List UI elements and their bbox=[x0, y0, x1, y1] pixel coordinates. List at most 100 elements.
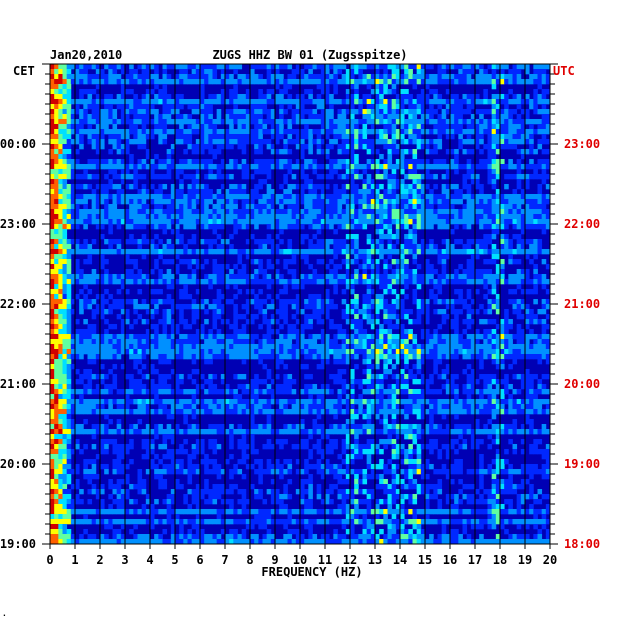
heatmap-cell bbox=[220, 129, 226, 135]
heatmap-cell bbox=[316, 149, 322, 155]
heatmap-cell bbox=[500, 329, 505, 335]
heatmap-cell bbox=[187, 114, 193, 120]
heatmap-cell bbox=[504, 344, 509, 350]
heatmap-cell bbox=[175, 104, 180, 110]
heatmap-cell bbox=[204, 184, 209, 190]
heatmap-cell bbox=[220, 249, 226, 255]
heatmap-cell bbox=[350, 164, 355, 170]
heatmap-cell bbox=[425, 139, 430, 145]
heatmap-cell bbox=[366, 174, 372, 180]
heatmap-cell bbox=[437, 289, 443, 295]
heatmap-cell bbox=[416, 274, 422, 280]
heatmap-cell bbox=[329, 204, 334, 210]
heatmap-cell bbox=[166, 309, 172, 315]
heatmap-cell bbox=[95, 194, 101, 200]
heatmap-cell bbox=[50, 224, 55, 230]
heatmap-cell bbox=[350, 184, 355, 190]
heatmap-cell bbox=[158, 204, 163, 210]
heatmap-cell bbox=[354, 244, 359, 250]
heatmap-cell bbox=[495, 294, 501, 300]
heatmap-cell bbox=[308, 294, 313, 300]
heatmap-cell bbox=[137, 354, 143, 360]
heatmap-cell bbox=[333, 339, 338, 345]
heatmap-cell bbox=[62, 339, 68, 345]
heatmap-cell bbox=[70, 189, 76, 195]
heatmap-cell bbox=[66, 194, 72, 200]
heatmap-cell bbox=[116, 129, 122, 135]
heatmap-cell bbox=[487, 279, 493, 285]
heatmap-cell bbox=[58, 234, 63, 240]
heatmap-cell bbox=[337, 209, 343, 215]
heatmap-cell bbox=[320, 64, 326, 70]
heatmap-cell bbox=[441, 354, 447, 360]
heatmap-cell bbox=[112, 274, 118, 280]
heatmap-cell bbox=[116, 314, 122, 320]
heatmap-cell bbox=[70, 64, 76, 70]
heatmap-cell bbox=[108, 109, 113, 115]
heatmap-cell bbox=[500, 114, 505, 120]
heatmap-cell bbox=[104, 104, 109, 110]
heatmap-cell bbox=[316, 294, 322, 300]
heatmap-cell bbox=[245, 349, 251, 355]
heatmap-cell bbox=[287, 74, 293, 80]
heatmap-cell bbox=[412, 334, 418, 340]
heatmap-cell bbox=[350, 244, 355, 250]
heatmap-cell bbox=[166, 109, 172, 115]
heatmap-cell bbox=[91, 274, 97, 280]
heatmap-cell bbox=[195, 109, 201, 115]
heatmap-cell bbox=[370, 139, 376, 145]
heatmap-cell bbox=[54, 169, 59, 175]
heatmap-cell bbox=[208, 129, 213, 135]
heatmap-cell bbox=[275, 219, 280, 225]
heatmap-cell bbox=[500, 244, 505, 250]
heatmap-cell bbox=[425, 74, 430, 80]
heatmap-cell bbox=[58, 99, 63, 105]
heatmap-cell bbox=[375, 104, 380, 110]
heatmap-cell bbox=[91, 109, 97, 115]
heatmap-cell bbox=[312, 74, 318, 80]
heatmap-cell bbox=[375, 184, 380, 190]
heatmap-cell bbox=[416, 219, 422, 225]
heatmap-cell bbox=[525, 349, 530, 355]
heatmap-cell bbox=[133, 79, 138, 85]
heatmap-cell bbox=[54, 234, 59, 240]
heatmap-cell bbox=[525, 129, 530, 135]
heatmap-cell bbox=[333, 99, 338, 105]
heatmap-cell bbox=[466, 194, 472, 200]
heatmap-cell bbox=[179, 129, 184, 135]
heatmap-cell bbox=[354, 279, 359, 285]
heatmap-cell bbox=[541, 149, 547, 155]
heatmap-cell bbox=[158, 164, 163, 170]
heatmap-cell bbox=[475, 269, 480, 275]
heatmap-cell bbox=[241, 199, 247, 205]
heatmap-cell bbox=[325, 144, 330, 150]
heatmap-cell bbox=[108, 134, 113, 140]
heatmap-cell bbox=[329, 174, 334, 180]
heatmap-cell bbox=[295, 304, 301, 310]
heatmap-cell bbox=[95, 204, 101, 210]
heatmap-cell bbox=[400, 109, 405, 115]
heatmap-cell bbox=[412, 274, 418, 280]
heatmap-cell bbox=[91, 339, 97, 345]
heatmap-cell bbox=[229, 94, 234, 100]
heatmap-cell bbox=[70, 214, 76, 220]
heatmap-cell bbox=[533, 204, 538, 210]
heatmap-cell bbox=[229, 214, 234, 220]
heatmap-cell bbox=[229, 324, 234, 330]
heatmap-cell bbox=[175, 174, 180, 180]
heatmap-cell bbox=[337, 174, 343, 180]
heatmap-cell bbox=[254, 269, 259, 275]
heatmap-cell bbox=[200, 304, 205, 310]
heatmap-cell bbox=[137, 249, 143, 255]
heatmap-cell bbox=[408, 104, 413, 110]
heatmap-cell bbox=[70, 349, 76, 355]
heatmap-cell bbox=[391, 279, 397, 285]
heatmap-cell bbox=[125, 299, 130, 305]
heatmap-cell bbox=[120, 179, 126, 185]
heatmap-cell bbox=[275, 69, 280, 75]
heatmap-cell bbox=[137, 349, 143, 355]
heatmap-cell bbox=[150, 119, 155, 125]
heatmap-cell bbox=[245, 254, 251, 260]
heatmap-cell bbox=[479, 319, 484, 325]
